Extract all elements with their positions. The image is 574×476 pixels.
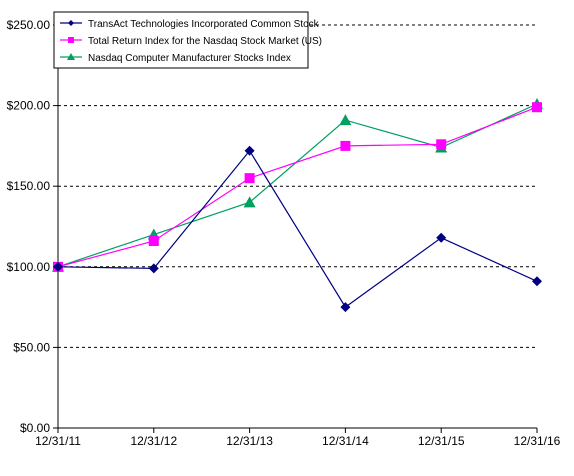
data-point-diamond <box>68 20 74 26</box>
data-point-diamond <box>244 145 255 156</box>
y-axis-tick-labels: $0.00 $50.00 $100.00 $150.00 $200.00 $250.00 <box>7 18 51 435</box>
data-point-square <box>244 173 255 184</box>
data-point-triangle <box>67 53 75 60</box>
legend-label: Nasdaq Computer Manufacturer Stocks Inde… <box>88 53 291 64</box>
y-tick-label: $200.00 <box>7 99 51 113</box>
data-point-diamond <box>532 276 542 287</box>
series-line <box>57 103 538 268</box>
y-tick-label: $150.00 <box>7 179 51 193</box>
data-point-diamond <box>53 261 63 272</box>
legend-label: TransAct Technologies Incorporated Commo… <box>88 19 320 30</box>
data-point-triangle <box>339 114 352 126</box>
x-tick-label: 12/31/16 <box>514 434 561 448</box>
series-1 <box>53 145 542 313</box>
x-tick-label: 12/31/15 <box>418 434 465 448</box>
grid-lines <box>58 24 537 348</box>
legend-entry: Total Return Index for the Nasdaq Stock … <box>60 36 322 47</box>
data-point-square <box>148 236 159 247</box>
axes <box>53 24 538 433</box>
legend: TransAct Technologies Incorporated Commo… <box>53 11 322 69</box>
x-tick-label: 12/31/11 <box>35 434 81 448</box>
x-axis-tick-labels: 12/31/11 12/31/12 12/31/13 12/31/14 12/31/15… <box>35 434 561 448</box>
series-2 <box>53 102 542 272</box>
data-point-diamond <box>436 232 447 243</box>
legend-entry: Nasdaq Computer Manufacturer Stocks Inde… <box>60 53 291 64</box>
y-tick-label: $250.00 <box>7 18 51 32</box>
data-point-square <box>532 102 542 113</box>
y-tick-label: $0.00 <box>20 421 50 435</box>
data-point-diamond <box>340 302 351 313</box>
y-tick-label: $100.00 <box>7 260 51 274</box>
x-tick-label: 12/31/12 <box>130 434 177 448</box>
series-line <box>57 106 538 268</box>
legend-box <box>53 11 309 69</box>
series-3 <box>52 97 543 272</box>
series-group <box>52 97 543 313</box>
data-point-square <box>436 139 447 150</box>
data-point-square <box>68 37 74 43</box>
legend-entry: TransAct Technologies Incorporated Commo… <box>60 19 320 30</box>
legend-label: Total Return Index for the Nasdaq Stock … <box>88 36 322 47</box>
data-point-square <box>340 140 351 151</box>
x-tick-label: 12/31/14 <box>322 434 369 448</box>
x-tick-label: 12/31/13 <box>226 434 273 448</box>
y-tick-label: $50.00 <box>13 340 50 354</box>
data-point-diamond <box>148 263 159 274</box>
series-line <box>57 149 538 308</box>
data-point-triangle <box>243 196 256 208</box>
